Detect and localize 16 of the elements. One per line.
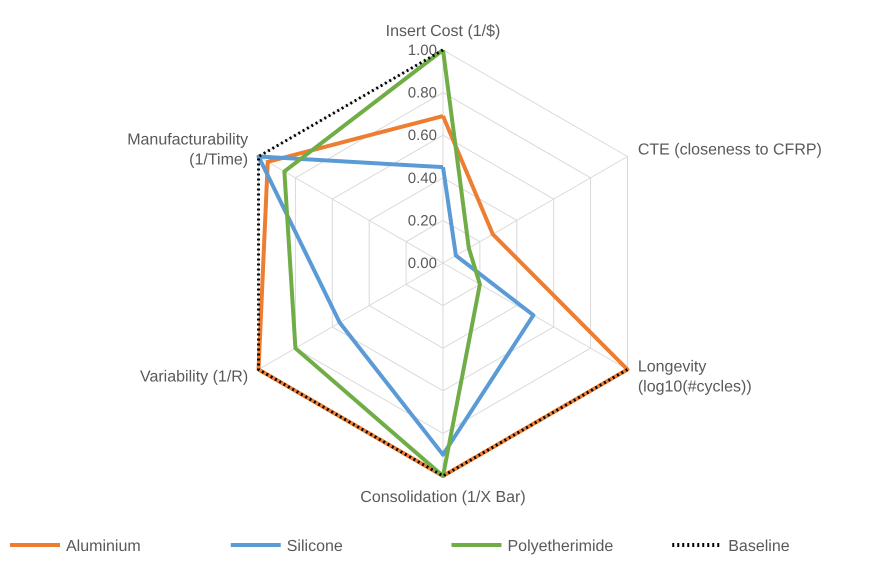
y-tick-label: 0.80 xyxy=(408,84,437,102)
spoke-label: Longevity (log10(#cycles)) xyxy=(638,358,752,396)
y-tick-label: 0.00 xyxy=(408,255,437,272)
legend-label: Aluminium xyxy=(66,538,141,555)
spoke-label: Consolidation (1/X Bar) xyxy=(360,489,526,506)
spoke-label: Insert Cost (1/$) xyxy=(386,23,500,40)
y-tick-label: 0.60 xyxy=(408,127,437,144)
y-tick-label: 0.20 xyxy=(408,212,437,230)
legend-label: Silicone xyxy=(286,538,343,555)
spoke-label: CTE (closeness to CFRP) xyxy=(638,142,822,158)
legend-label: Polyetherimide xyxy=(508,538,614,555)
legend-label: Baseline xyxy=(728,538,790,555)
y-tick-label: 1.00 xyxy=(408,42,437,59)
y-tick-label: 0.40 xyxy=(408,170,437,187)
spoke-label: Variability (1/R) xyxy=(140,368,248,386)
spoke-label: Manufacturability (1/Time) xyxy=(127,132,248,168)
